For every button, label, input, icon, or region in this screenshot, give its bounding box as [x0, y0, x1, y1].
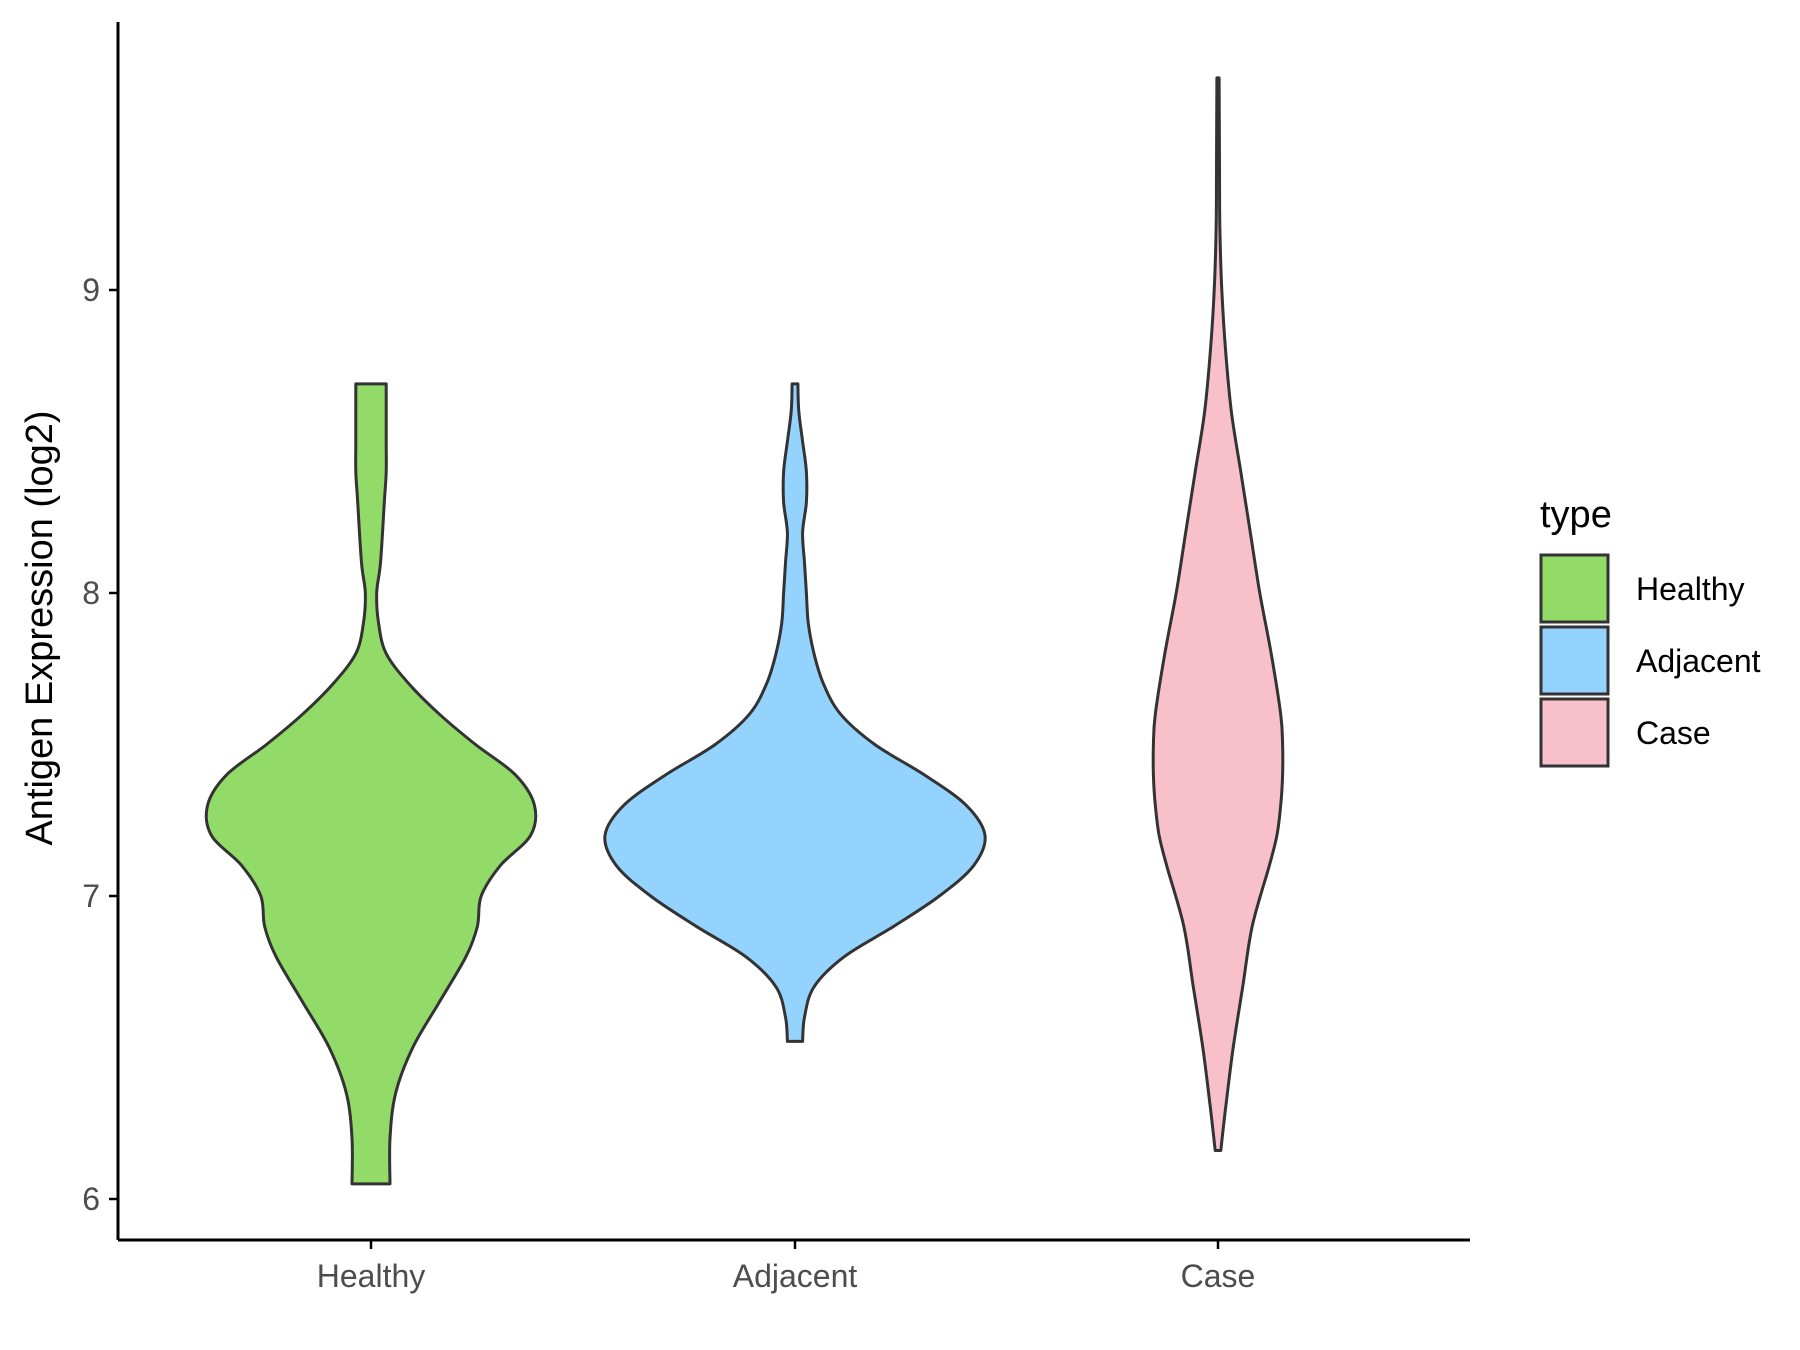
y-tick-label: 6 — [82, 1181, 100, 1217]
x-tick-label: Case — [1181, 1258, 1256, 1294]
y-tick-label: 7 — [82, 878, 100, 914]
legend-swatch-healthy — [1539, 553, 1610, 624]
legend-label-healthy: Healthy — [1636, 571, 1745, 607]
legend-label-case: Case — [1636, 715, 1711, 751]
y-ticks: 6 7 8 9 — [82, 272, 118, 1217]
legend-title: type — [1540, 494, 1612, 536]
violin-case — [1151, 76, 1285, 1152]
y-axis-title: Antigen Expression (log2) — [19, 410, 61, 845]
violin-healthy — [204, 382, 538, 1186]
y-tick-label: 9 — [82, 272, 100, 308]
violin-adjacent — [603, 382, 987, 1043]
x-ticks: Healthy Adjacent Case — [317, 1240, 1256, 1294]
legend-swatch-adjacent — [1539, 625, 1610, 696]
x-tick-label: Adjacent — [733, 1258, 858, 1294]
legend-label-adjacent: Adjacent — [1636, 643, 1761, 679]
y-tick-label: 8 — [82, 575, 100, 611]
plot-area — [204, 76, 1285, 1186]
legend-swatch-case — [1539, 697, 1610, 768]
x-tick-label: Healthy — [317, 1258, 426, 1294]
legend: type Healthy Adjacent Case — [1539, 494, 1761, 768]
